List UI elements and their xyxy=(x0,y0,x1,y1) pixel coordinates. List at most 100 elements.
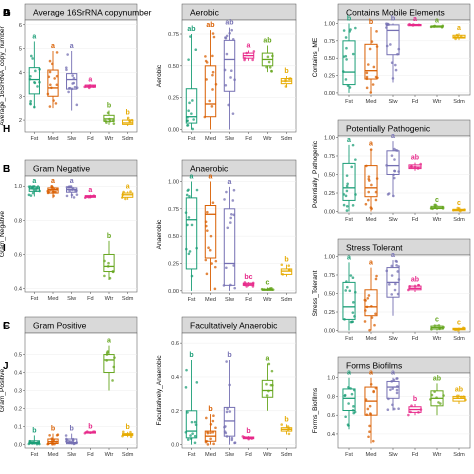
data-point xyxy=(432,25,436,28)
x-tick-label: Fst xyxy=(345,452,353,458)
panel-title: Contains Mobile Elements xyxy=(346,8,445,18)
x-tick-label: Slw xyxy=(225,136,235,142)
x-tick-label: Slw xyxy=(225,297,235,303)
panel-title: Gram Positive xyxy=(33,321,87,331)
significance-letter: a xyxy=(126,183,130,190)
data-point xyxy=(29,102,32,105)
data-point xyxy=(344,289,348,292)
panel-letter: E xyxy=(3,164,10,175)
plot-area xyxy=(181,19,297,133)
box-sdm: b xyxy=(280,416,293,436)
data-point xyxy=(194,48,198,51)
data-point xyxy=(89,195,92,199)
y-tick-label: 0.00 xyxy=(168,127,179,133)
box-fd: bc xyxy=(242,274,255,288)
x-tick-label: Sdm xyxy=(122,296,134,302)
significance-letter: a xyxy=(228,179,232,186)
data-point xyxy=(49,83,52,87)
box-wtr: c xyxy=(430,317,445,331)
data-point xyxy=(372,389,375,393)
data-point xyxy=(344,54,348,58)
x-tick-label: Fst xyxy=(345,99,353,105)
data-point xyxy=(189,35,192,38)
data-point xyxy=(187,252,191,256)
x-tick-label: Wtr xyxy=(263,452,272,458)
panel-title: Facultatively Anaerobic xyxy=(190,321,278,331)
data-point xyxy=(46,92,50,96)
significance-letter: b xyxy=(107,233,111,240)
data-point xyxy=(75,86,79,90)
data-point xyxy=(184,386,188,389)
data-point xyxy=(373,323,376,327)
box-wtr: b xyxy=(103,103,116,125)
data-point xyxy=(54,102,58,105)
data-point xyxy=(48,105,52,108)
data-point xyxy=(370,207,373,210)
panel-c: C Gram Positive 0.0 0.1 0.2 0.3 0.4 0.5 Gram_Pos… xyxy=(0,316,138,458)
y-tick-label: 0.50 xyxy=(324,173,335,179)
significance-letter: a xyxy=(369,260,373,267)
data-point xyxy=(268,65,272,69)
data-point xyxy=(365,75,369,79)
box-fd: b xyxy=(83,423,96,435)
significance-letter: a xyxy=(391,133,395,140)
data-point xyxy=(390,264,394,268)
data-point xyxy=(365,86,369,90)
significance-letter: b xyxy=(107,103,111,110)
data-point xyxy=(341,70,345,73)
data-point xyxy=(206,210,209,214)
data-point xyxy=(230,28,234,32)
y-tick-label: 0.75 xyxy=(324,39,335,45)
y-axis-label: Stress_Tolerant xyxy=(312,270,319,316)
box-sdm: c xyxy=(452,320,466,332)
data-point xyxy=(375,45,379,48)
box-iqr xyxy=(386,24,400,56)
data-point xyxy=(392,194,395,198)
box-sdm: b xyxy=(121,424,134,438)
data-point xyxy=(344,415,347,419)
x-tick-label: Fd xyxy=(412,99,419,105)
data-point xyxy=(391,403,394,407)
data-point xyxy=(108,276,112,280)
data-point xyxy=(27,193,31,197)
data-point xyxy=(345,189,349,193)
data-point xyxy=(433,324,437,327)
x-tick-label: Sdm xyxy=(281,136,293,142)
significance-letter: c xyxy=(435,317,439,324)
y-axis-label: Facultatively_Anaerobic xyxy=(156,355,163,426)
data-point xyxy=(392,378,396,382)
data-point xyxy=(363,320,367,323)
box-iqr xyxy=(452,34,466,39)
y-tick-label: 1.0 xyxy=(327,376,335,382)
significance-letter: ab xyxy=(263,37,271,44)
data-point xyxy=(351,320,354,324)
x-tick-label: Slw xyxy=(388,217,398,223)
box-fst: ab xyxy=(185,26,198,131)
data-point xyxy=(287,264,291,267)
box-sdm: ab xyxy=(452,387,467,404)
panel-letter: I xyxy=(3,243,6,254)
data-point xyxy=(223,198,226,201)
data-point xyxy=(65,440,68,443)
data-point xyxy=(370,316,374,319)
x-tick-label: Sdm xyxy=(281,452,293,458)
box-fd: a xyxy=(242,43,256,62)
data-point xyxy=(124,433,128,436)
y-tick-label: 0.4 xyxy=(14,371,22,377)
significance-letter: a xyxy=(107,338,111,345)
data-point xyxy=(394,282,397,286)
data-point xyxy=(345,209,349,212)
box-iqr xyxy=(342,40,356,86)
data-point xyxy=(232,264,235,267)
data-point xyxy=(251,281,255,285)
significance-letter: a xyxy=(70,43,74,50)
box-fd: ab xyxy=(407,277,422,293)
data-point xyxy=(280,423,284,426)
panel-letter: B xyxy=(3,164,10,175)
data-point xyxy=(345,174,349,177)
data-point xyxy=(352,388,356,392)
data-point xyxy=(348,289,352,293)
box-med: a xyxy=(204,173,218,291)
box-med: a xyxy=(46,43,59,109)
data-point xyxy=(351,276,355,280)
